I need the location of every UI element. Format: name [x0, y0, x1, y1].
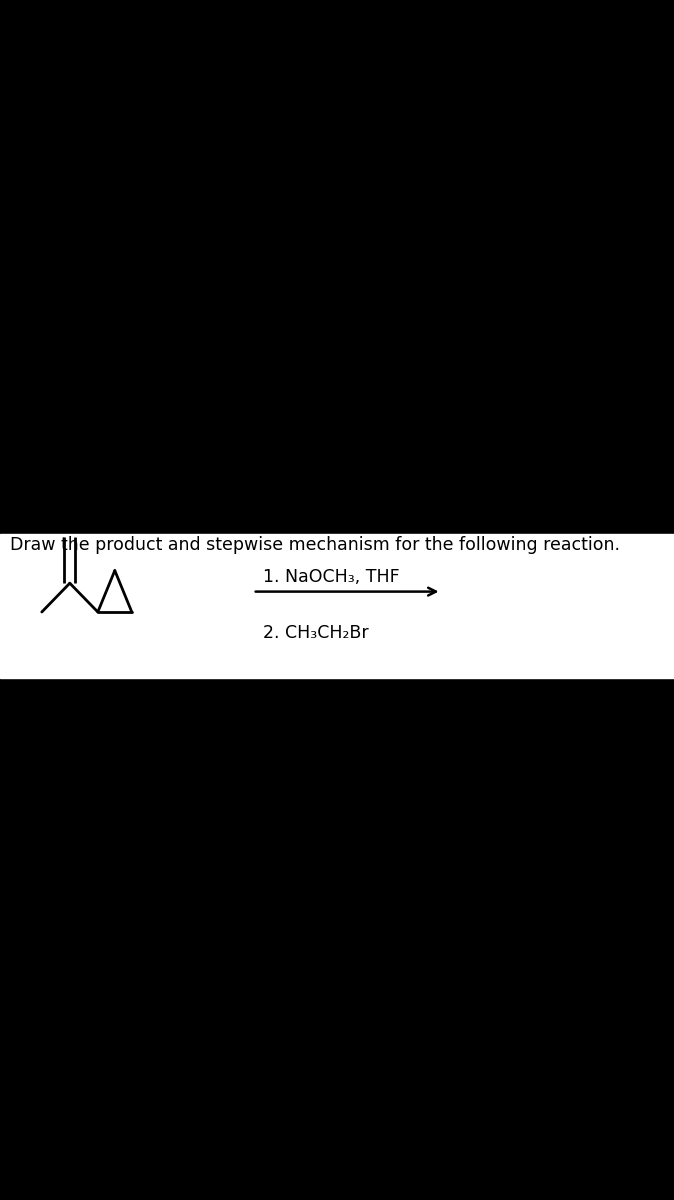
Text: Draw the product and stepwise mechanism for the following reaction.: Draw the product and stepwise mechanism … [10, 536, 620, 554]
Text: 1. NaOCH₃, THF: 1. NaOCH₃, THF [263, 568, 400, 586]
Bar [0, 534, 674, 678]
Text: 2. CH₃CH₂Br: 2. CH₃CH₂Br [263, 624, 369, 642]
Text: O: O [63, 508, 76, 526]
